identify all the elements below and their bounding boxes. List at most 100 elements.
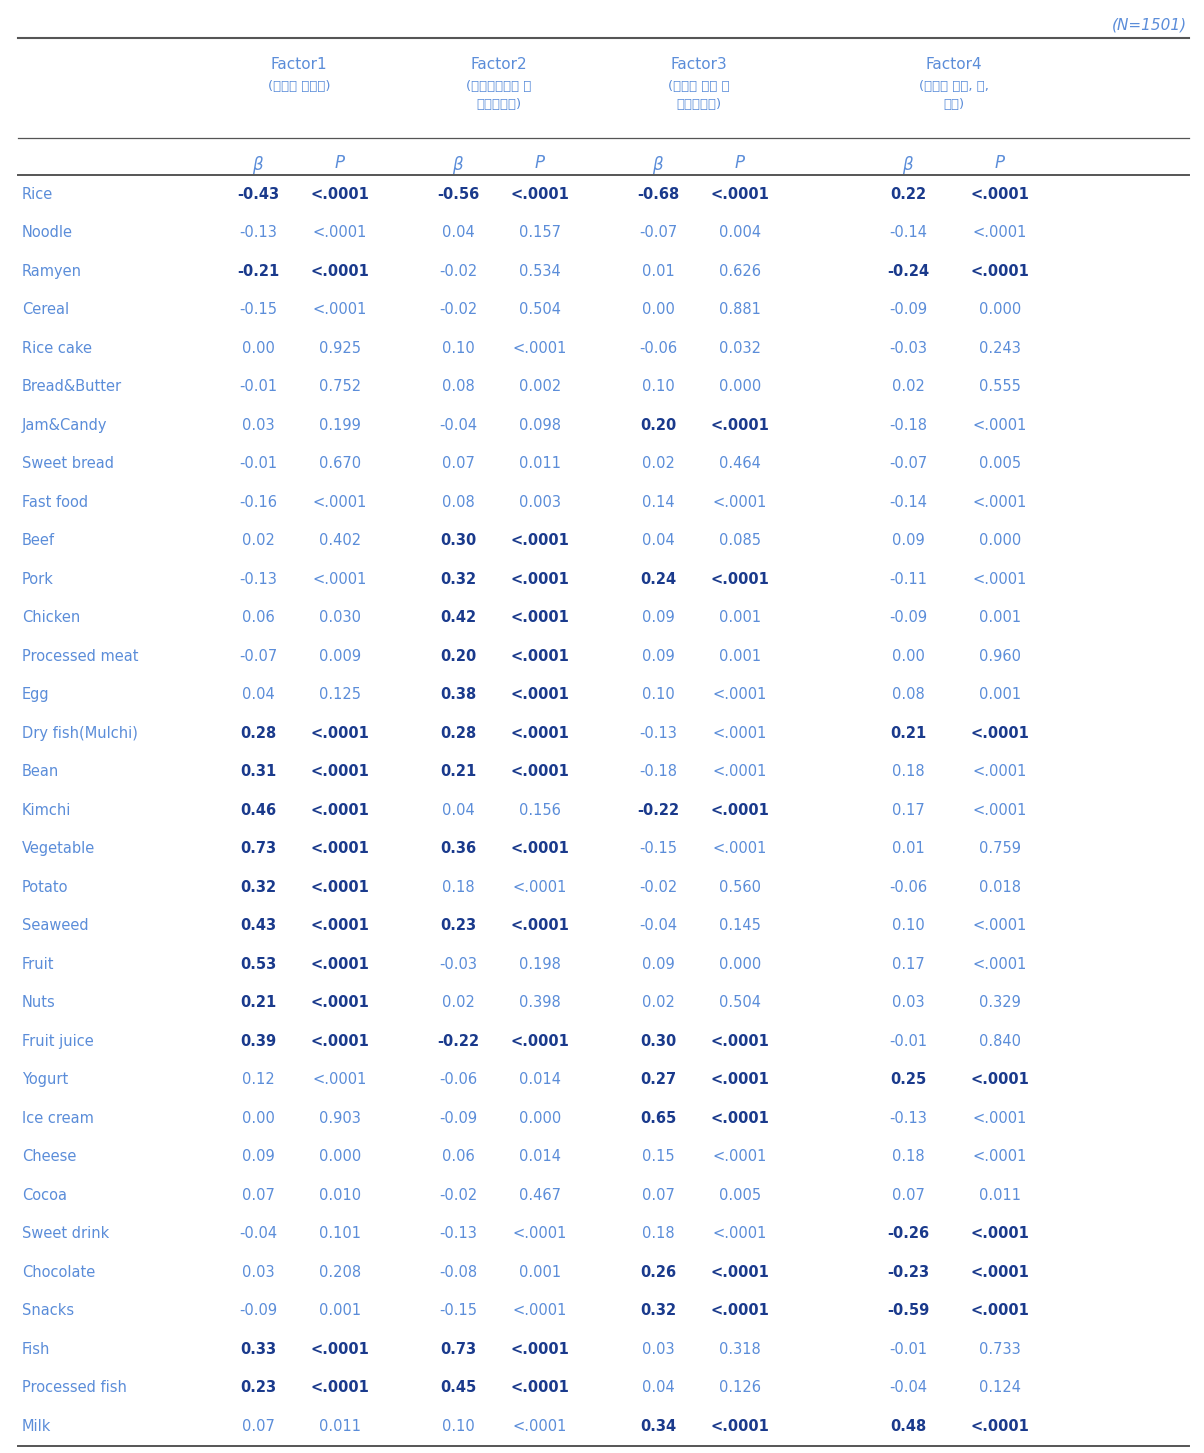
Text: 0.07: 0.07 — [242, 1418, 275, 1434]
Text: <.0001: <.0001 — [311, 764, 370, 779]
Text: <.0001: <.0001 — [713, 1226, 767, 1241]
Text: <.0001: <.0001 — [510, 610, 569, 625]
Text: 0.011: 0.011 — [319, 1418, 361, 1434]
Text: 0.126: 0.126 — [719, 1380, 761, 1395]
Text: Rice cake: Rice cake — [22, 341, 92, 356]
Text: 0.73: 0.73 — [240, 841, 276, 856]
Text: 0.318: 0.318 — [719, 1341, 761, 1357]
Text: <.0001: <.0001 — [311, 841, 370, 856]
Text: 0.003: 0.003 — [519, 495, 561, 510]
Text: -0.04: -0.04 — [889, 1380, 927, 1395]
Text: 0.26: 0.26 — [641, 1264, 677, 1280]
Text: -0.02: -0.02 — [639, 879, 677, 895]
Text: 0.31: 0.31 — [240, 764, 276, 779]
Text: 0.08: 0.08 — [442, 495, 474, 510]
Text: 0.10: 0.10 — [642, 379, 674, 394]
Text: <.0001: <.0001 — [513, 1226, 567, 1241]
Text: -0.14: -0.14 — [889, 225, 927, 240]
Text: -0.23: -0.23 — [887, 1264, 929, 1280]
Text: 0.02: 0.02 — [242, 533, 275, 548]
Text: -0.02: -0.02 — [439, 1187, 477, 1203]
Text: 0.65: 0.65 — [639, 1110, 677, 1126]
Text: 0.04: 0.04 — [642, 1380, 674, 1395]
Text: 0.903: 0.903 — [319, 1110, 361, 1126]
Text: 0.30: 0.30 — [439, 533, 476, 548]
Text: Processed meat: Processed meat — [22, 648, 138, 664]
Text: <.0001: <.0001 — [313, 302, 367, 317]
Text: -0.13: -0.13 — [240, 225, 277, 240]
Text: 0.24: 0.24 — [641, 571, 677, 587]
Text: 0.04: 0.04 — [442, 225, 474, 240]
Text: 0.005: 0.005 — [719, 1187, 761, 1203]
Text: -0.09: -0.09 — [889, 610, 927, 625]
Text: 0.467: 0.467 — [519, 1187, 561, 1203]
Text: 0.02: 0.02 — [642, 456, 674, 471]
Text: <.0001: <.0001 — [973, 225, 1027, 240]
Text: 0.73: 0.73 — [439, 1341, 476, 1357]
Text: 0.101: 0.101 — [319, 1226, 361, 1241]
Text: -0.06: -0.06 — [889, 879, 927, 895]
Text: <.0001: <.0001 — [510, 1341, 569, 1357]
Text: -0.13: -0.13 — [889, 1110, 927, 1126]
Text: <.0001: <.0001 — [970, 1418, 1029, 1434]
Text: (동물성 지질 및
포화지방산): (동물성 지질 및 포화지방산) — [668, 80, 730, 110]
Text: Factor3: Factor3 — [671, 57, 727, 73]
Text: Chocolate: Chocolate — [22, 1264, 95, 1280]
Text: 0.925: 0.925 — [319, 341, 361, 356]
Text: $\it{P}$: $\it{P}$ — [334, 154, 346, 171]
Text: 0.030: 0.030 — [319, 610, 361, 625]
Text: 0.10: 0.10 — [442, 341, 474, 356]
Text: <.0001: <.0001 — [311, 264, 370, 279]
Text: -0.15: -0.15 — [639, 841, 677, 856]
Text: Bread&Butter: Bread&Butter — [22, 379, 122, 394]
Text: <.0001: <.0001 — [311, 918, 370, 933]
Text: -0.07: -0.07 — [238, 648, 277, 664]
Text: 0.208: 0.208 — [319, 1264, 361, 1280]
Text: 0.243: 0.243 — [979, 341, 1021, 356]
Text: -0.43: -0.43 — [237, 187, 279, 202]
Text: 0.00: 0.00 — [892, 648, 925, 664]
Text: <.0001: <.0001 — [973, 1149, 1027, 1164]
Text: 0.960: 0.960 — [979, 648, 1021, 664]
Text: <.0001: <.0001 — [510, 725, 569, 741]
Text: -0.03: -0.03 — [889, 341, 927, 356]
Text: 0.10: 0.10 — [642, 687, 674, 702]
Text: 0.398: 0.398 — [519, 995, 561, 1010]
Text: <.0001: <.0001 — [313, 495, 367, 510]
Text: <.0001: <.0001 — [510, 533, 569, 548]
Text: 0.17: 0.17 — [892, 802, 925, 818]
Text: Factor2: Factor2 — [471, 57, 527, 73]
Text: Seaweed: Seaweed — [22, 918, 89, 933]
Text: 0.53: 0.53 — [240, 956, 276, 972]
Text: 0.21: 0.21 — [890, 725, 926, 741]
Text: 0.464: 0.464 — [719, 456, 761, 471]
Text: <.0001: <.0001 — [513, 1303, 567, 1318]
Text: 0.002: 0.002 — [519, 379, 561, 394]
Text: -0.04: -0.04 — [639, 918, 677, 933]
Text: Dry fish(Mulchi): Dry fish(Mulchi) — [22, 725, 138, 741]
Text: 0.32: 0.32 — [439, 571, 476, 587]
Text: <.0001: <.0001 — [970, 264, 1029, 279]
Text: <.0001: <.0001 — [970, 1264, 1029, 1280]
Text: Cheese: Cheese — [22, 1149, 76, 1164]
Text: <.0001: <.0001 — [710, 1072, 769, 1087]
Text: 0.33: 0.33 — [240, 1341, 276, 1357]
Text: -0.04: -0.04 — [238, 1226, 277, 1241]
Text: -0.22: -0.22 — [637, 802, 679, 818]
Text: <.0001: <.0001 — [313, 571, 367, 587]
Text: 0.02: 0.02 — [442, 995, 474, 1010]
Text: 0.15: 0.15 — [642, 1149, 674, 1164]
Text: 0.43: 0.43 — [240, 918, 276, 933]
Text: <.0001: <.0001 — [970, 1303, 1029, 1318]
Text: Ice cream: Ice cream — [22, 1110, 94, 1126]
Text: 0.560: 0.560 — [719, 879, 761, 895]
Text: 0.032: 0.032 — [719, 341, 761, 356]
Text: <.0001: <.0001 — [973, 918, 1027, 933]
Text: Pork: Pork — [22, 571, 54, 587]
Text: $\it{P}$: $\it{P}$ — [734, 154, 746, 171]
Text: -0.13: -0.13 — [240, 571, 277, 587]
Text: 0.125: 0.125 — [319, 687, 361, 702]
Text: 0.001: 0.001 — [319, 1303, 361, 1318]
Text: -0.06: -0.06 — [639, 341, 677, 356]
Text: <.0001: <.0001 — [311, 725, 370, 741]
